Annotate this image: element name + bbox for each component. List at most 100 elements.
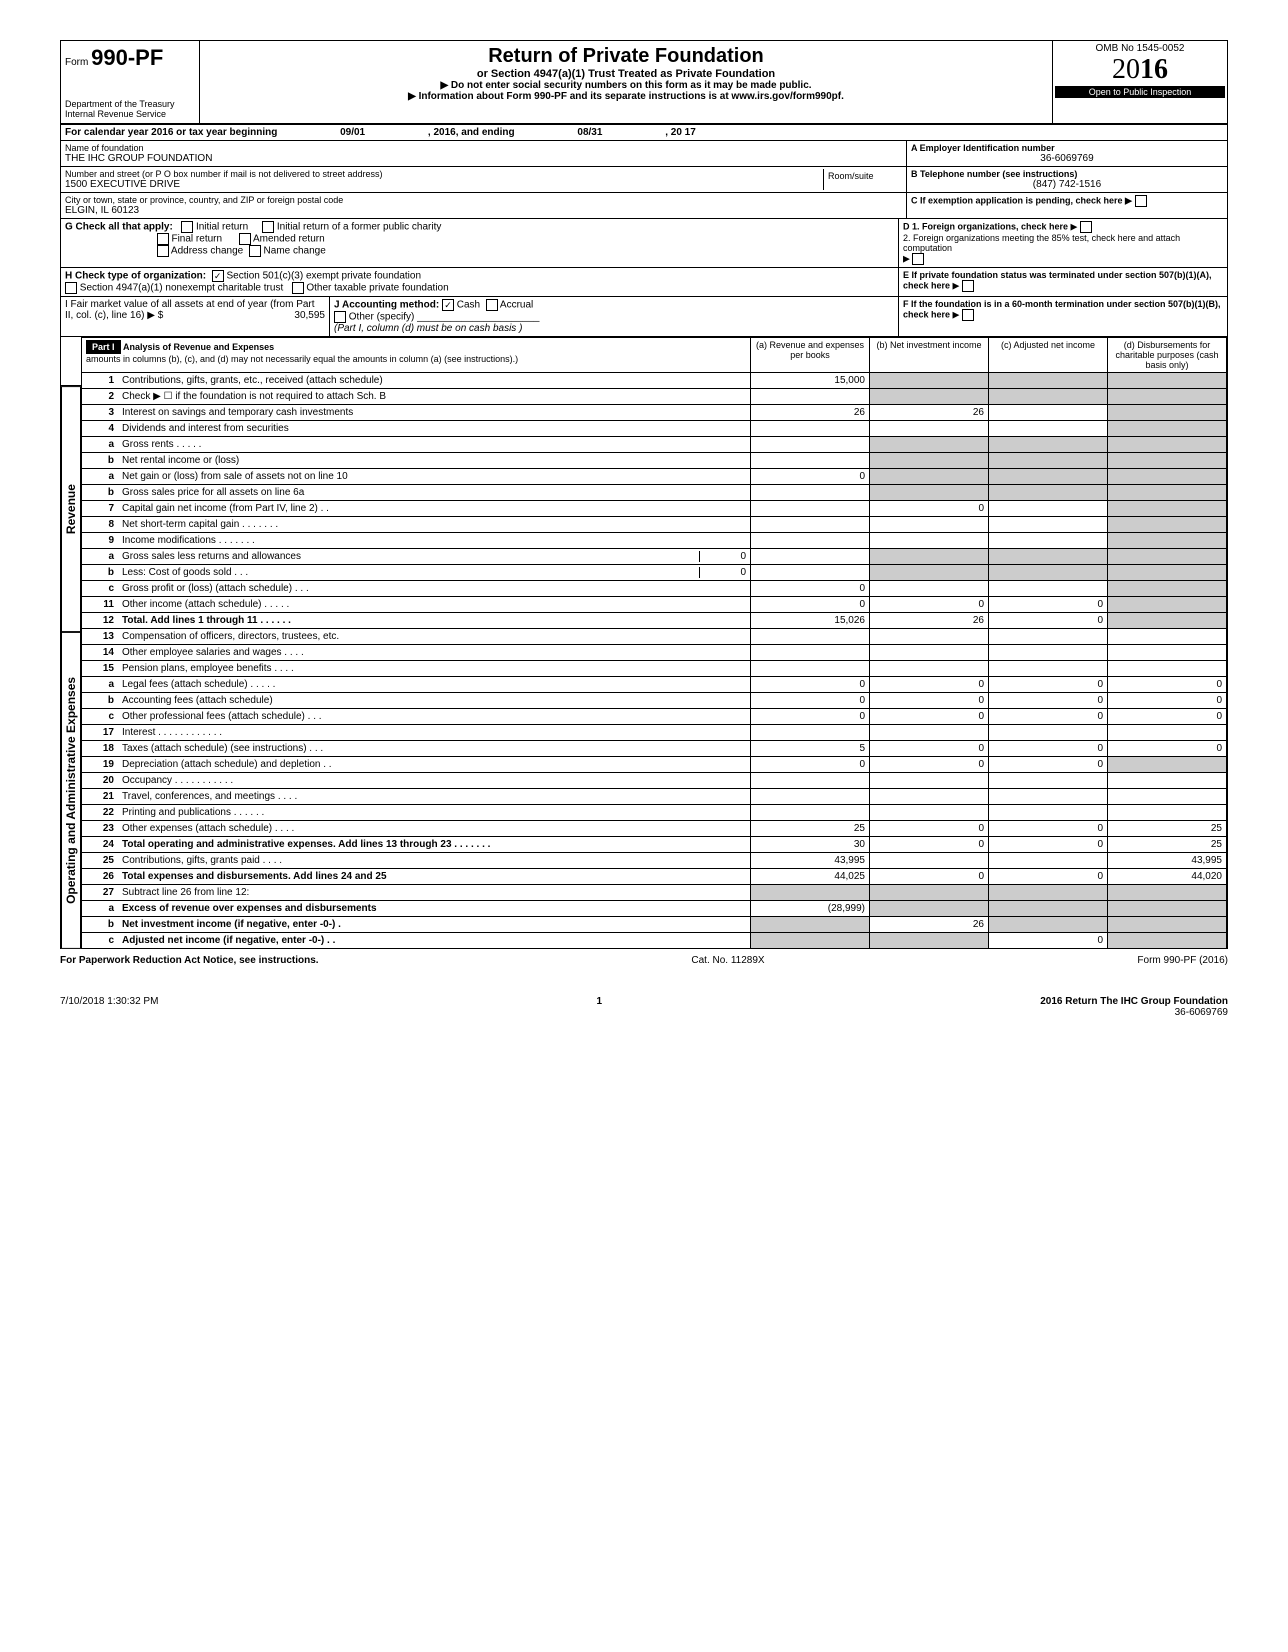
line-number: b bbox=[82, 693, 119, 709]
line-number: 12 bbox=[82, 613, 119, 629]
cell-value bbox=[751, 501, 870, 517]
line-number: 25 bbox=[82, 853, 119, 869]
line-number: a bbox=[82, 901, 119, 917]
line-desc: Printing and publications . . . . . . bbox=[118, 805, 751, 821]
cell-value bbox=[1108, 789, 1227, 805]
public-inspection: Open to Public Inspection bbox=[1055, 86, 1225, 98]
cell-value bbox=[751, 917, 870, 933]
line-desc: Gross profit or (loss) (attach schedule)… bbox=[118, 581, 751, 597]
cell-value: 5 bbox=[751, 741, 870, 757]
cell-value: 25 bbox=[1108, 821, 1227, 837]
line-number: a bbox=[82, 677, 119, 693]
cell-value bbox=[989, 565, 1108, 581]
cell-value bbox=[751, 629, 870, 645]
cell-value bbox=[751, 517, 870, 533]
cell-value bbox=[751, 885, 870, 901]
part1-block: Revenue Operating and Administrative Exp… bbox=[60, 337, 1228, 949]
form-prefix: Form bbox=[65, 57, 88, 68]
cell-value bbox=[989, 917, 1108, 933]
cell-value bbox=[751, 773, 870, 789]
table-row: bAccounting fees (attach schedule)0000 bbox=[82, 693, 1227, 709]
line-desc: Net short-term capital gain . . . . . . … bbox=[118, 517, 751, 533]
cell-value: 0 bbox=[870, 501, 989, 517]
page-footer-2: 7/10/2018 1:30:32 PM 1 2016 Return The I… bbox=[60, 996, 1228, 1018]
line-number: 17 bbox=[82, 725, 119, 741]
cell-value bbox=[989, 805, 1108, 821]
cell-value: 0 bbox=[751, 693, 870, 709]
form-subtitle: or Section 4947(a)(1) Trust Treated as P… bbox=[204, 68, 1048, 80]
tax-year: 16 bbox=[1140, 54, 1168, 85]
cell-value bbox=[751, 661, 870, 677]
cell-value bbox=[1108, 453, 1227, 469]
line-number: 8 bbox=[82, 517, 119, 533]
cell-value: 0 bbox=[1108, 677, 1227, 693]
line-desc: Total expenses and disbursements. Add li… bbox=[118, 869, 751, 885]
j-cash-checkbox[interactable]: ✓ bbox=[442, 299, 454, 311]
g-initial-checkbox[interactable] bbox=[181, 221, 193, 233]
table-row: bGross sales price for all assets on lin… bbox=[82, 485, 1227, 501]
col-d-header: (d) Disbursements for charitable purpose… bbox=[1108, 338, 1227, 373]
cell-value: 0 bbox=[870, 837, 989, 853]
room-label: Room/suite bbox=[828, 171, 898, 181]
cell-value: 0 bbox=[870, 869, 989, 885]
cell-value bbox=[1108, 805, 1227, 821]
cell-value: 15,000 bbox=[751, 373, 870, 389]
cell-value bbox=[870, 805, 989, 821]
j-other-checkbox[interactable] bbox=[334, 311, 346, 323]
timestamp: 7/10/2018 1:30:32 PM bbox=[60, 996, 158, 1018]
f-checkbox[interactable] bbox=[962, 309, 974, 321]
line-number: 2 bbox=[82, 389, 119, 405]
cell-value bbox=[989, 405, 1108, 421]
g-amended-checkbox[interactable] bbox=[239, 233, 251, 245]
j-accrual-checkbox[interactable] bbox=[486, 299, 498, 311]
cell-value: 0 bbox=[989, 709, 1108, 725]
line-number: b bbox=[82, 453, 119, 469]
c-checkbox[interactable] bbox=[1135, 195, 1147, 207]
cell-value bbox=[1108, 373, 1227, 389]
h-501c3-checkbox[interactable]: ✓ bbox=[212, 270, 224, 282]
cell-value bbox=[870, 565, 989, 581]
g-opt-3: Initial return of a former public charit… bbox=[277, 222, 442, 233]
cell-value: 0 bbox=[870, 677, 989, 693]
line-number: 11 bbox=[82, 597, 119, 613]
g-name-checkbox[interactable] bbox=[249, 245, 261, 257]
cell-value bbox=[870, 389, 989, 405]
cell-value bbox=[989, 389, 1108, 405]
cell-value bbox=[751, 421, 870, 437]
cell-value bbox=[870, 549, 989, 565]
cell-value bbox=[751, 437, 870, 453]
line-number: 3 bbox=[82, 405, 119, 421]
table-row: 17Interest . . . . . . . . . . . . bbox=[82, 725, 1227, 741]
cell-value bbox=[1108, 613, 1227, 629]
cell-value bbox=[870, 533, 989, 549]
d2-checkbox[interactable] bbox=[912, 253, 924, 265]
cell-value: 0 bbox=[989, 741, 1108, 757]
d1-checkbox[interactable] bbox=[1080, 221, 1092, 233]
g-address-checkbox[interactable] bbox=[157, 245, 169, 257]
line-desc: Less: Cost of goods sold . . .0 bbox=[118, 565, 751, 581]
line-number: c bbox=[82, 709, 119, 725]
page-number: 1 bbox=[597, 996, 603, 1018]
line-desc: Income modifications . . . . . . . bbox=[118, 533, 751, 549]
g-final-checkbox[interactable] bbox=[157, 233, 169, 245]
city-state-zip: ELGIN, IL 60123 bbox=[65, 205, 902, 216]
cell-value bbox=[751, 485, 870, 501]
d2-label: 2. Foreign organizations meeting the 85%… bbox=[903, 233, 1223, 253]
foundation-name: THE IHC GROUP FOUNDATION bbox=[65, 153, 902, 164]
h-4947-checkbox[interactable] bbox=[65, 282, 77, 294]
line-number: c bbox=[82, 581, 119, 597]
cell-value bbox=[1108, 405, 1227, 421]
cell-value bbox=[751, 725, 870, 741]
col-a-header: (a) Revenue and expenses per books bbox=[751, 338, 870, 373]
cell-value bbox=[1108, 597, 1227, 613]
cell-value: 15,026 bbox=[751, 613, 870, 629]
revenue-side-label: Revenue bbox=[61, 386, 81, 632]
h-other-checkbox[interactable] bbox=[292, 282, 304, 294]
line-desc: Capital gain net income (from Part IV, l… bbox=[118, 501, 751, 517]
form-title: Return of Private Foundation bbox=[204, 45, 1048, 68]
e-checkbox[interactable] bbox=[962, 280, 974, 292]
f-label: F If the foundation is in a 60-month ter… bbox=[903, 299, 1221, 319]
g-initial-former-checkbox[interactable] bbox=[262, 221, 274, 233]
line-desc: Subtract line 26 from line 12: bbox=[118, 885, 751, 901]
line-desc: Check ▶ ☐ if the foundation is not requi… bbox=[118, 389, 751, 405]
